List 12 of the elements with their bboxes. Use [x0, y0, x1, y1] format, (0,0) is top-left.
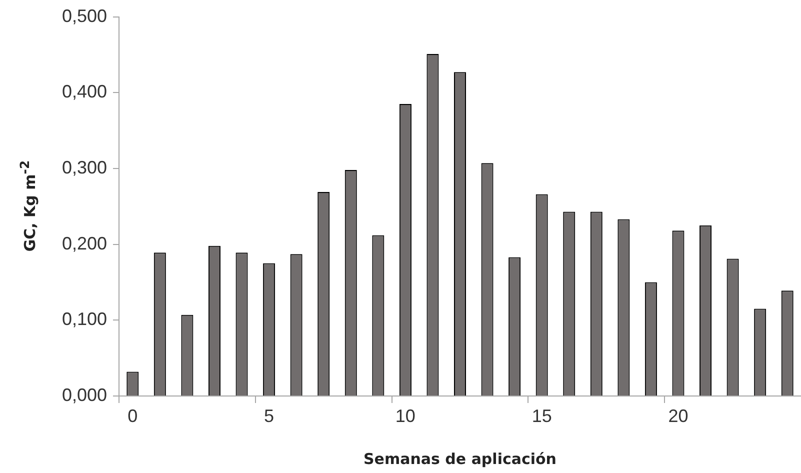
y-tick-label: 0,300 [62, 157, 107, 178]
x-axis-title: Semanas de aplicación [364, 450, 556, 468]
y-tick-label: 0,200 [62, 233, 107, 254]
x-tick-label: 0 [128, 406, 138, 426]
x-tick-label: 15 [532, 406, 552, 426]
x-tick-label: 20 [668, 406, 688, 426]
y-tick-label: 0,000 [62, 384, 107, 405]
y-tick-label: 0,100 [62, 309, 107, 330]
x-tick-label: 5 [264, 406, 274, 426]
y-tick-label: 0,400 [62, 82, 107, 102]
x-tick-label: 10 [395, 406, 416, 426]
y-tick-label: 0,500 [62, 6, 107, 26]
